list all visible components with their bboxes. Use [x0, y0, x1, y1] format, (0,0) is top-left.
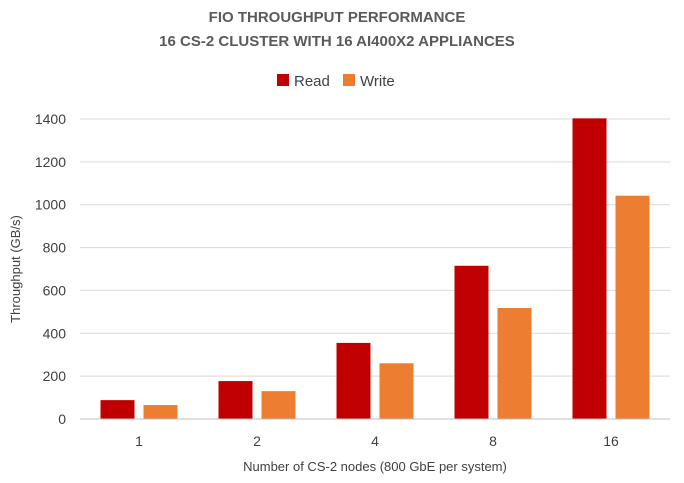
y-tick-label: 0 — [58, 411, 66, 427]
bar-read-2 — [218, 381, 253, 419]
y-axis-label: Throughput (GB/s) — [8, 215, 23, 323]
y-axis-ticks: 0 200 400 600 800 1000 1200 1400 — [35, 111, 66, 427]
x-tick-label: 8 — [489, 433, 497, 449]
bar-write-8 — [497, 308, 532, 419]
bar-read-1 — [100, 400, 135, 419]
x-axis-label: Number of CS-2 nodes (800 GbE per system… — [243, 459, 507, 474]
chart-title-line-2: 16 CS-2 CLUSTER WITH 16 AI400X2 APPLIANC… — [159, 33, 515, 50]
y-tick-label: 800 — [43, 240, 67, 256]
chart-title-line-1: FIO THROUGHPUT PERFORMANCE — [209, 9, 466, 26]
bar-read-4 — [336, 342, 371, 419]
bar-write-1 — [143, 405, 178, 419]
legend-label-write: Write — [360, 73, 395, 90]
x-tick-label: 4 — [371, 433, 379, 449]
x-tick-label: 2 — [253, 433, 261, 449]
x-axis-ticks: 1 2 4 8 16 — [135, 433, 619, 449]
bar-write-16 — [615, 195, 650, 419]
y-tick-label: 400 — [43, 325, 67, 341]
y-tick-label: 1400 — [35, 111, 66, 127]
legend-swatch-read — [277, 74, 289, 86]
legend-label-read: Read — [294, 73, 330, 90]
bar-write-4 — [379, 363, 414, 419]
bars — [100, 118, 650, 419]
y-tick-label: 1200 — [35, 154, 66, 170]
x-tick-label: 1 — [135, 433, 143, 449]
y-tick-label: 200 — [43, 368, 67, 384]
legend: Read Write — [277, 73, 395, 90]
legend-swatch-write — [343, 74, 355, 86]
bar-read-8 — [454, 265, 489, 419]
y-tick-label: 1000 — [35, 197, 66, 213]
gridlines — [80, 118, 670, 377]
bar-write-2 — [261, 391, 296, 419]
x-tick-label: 16 — [603, 433, 619, 449]
y-tick-label: 600 — [43, 282, 67, 298]
bar-read-16 — [572, 118, 607, 419]
